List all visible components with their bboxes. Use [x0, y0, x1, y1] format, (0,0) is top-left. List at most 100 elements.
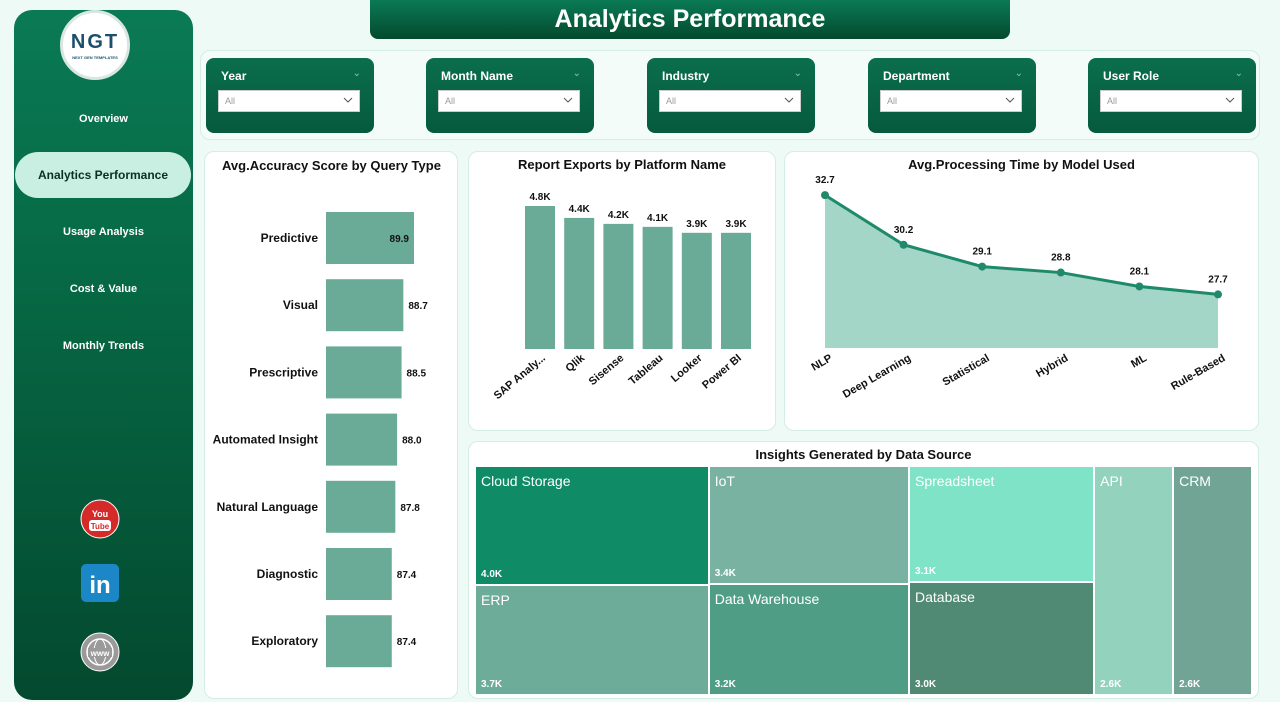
tile-label: ERP: [481, 591, 510, 608]
chevron-down-icon[interactable]: ⌄: [1234, 68, 1243, 79]
industry-dropdown[interactable]: All: [659, 90, 801, 112]
bar: [326, 279, 404, 332]
chevron-down-icon[interactable]: ⌄: [572, 68, 581, 79]
treemap-tile[interactable]: IoT 3.4K: [708, 466, 910, 584]
chevron-down-icon[interactable]: ⌄: [352, 68, 361, 79]
slicer-user-role[interactable]: User Role ⌄ All: [1088, 58, 1256, 133]
category-label: Sisense: [587, 352, 627, 388]
logo-text: NGT: [70, 30, 120, 53]
tile-label: Cloud Storage: [481, 473, 571, 489]
data-label: 88.7: [408, 301, 428, 312]
caret-down-icon: [563, 97, 573, 103]
treemap-tile[interactable]: Database 3.0K: [909, 582, 1095, 695]
tile-label: Database: [915, 589, 975, 606]
caret-down-icon: [1005, 97, 1015, 103]
data-label: 4.8K: [529, 192, 551, 203]
department-dropdown[interactable]: All: [880, 90, 1022, 112]
category-label: SAP Analy...: [492, 352, 548, 402]
tile-label: Spreadsheet: [915, 473, 995, 489]
category-label: Rule-Based: [1169, 352, 1227, 393]
bar: [326, 346, 402, 399]
nav-overview[interactable]: Overview: [79, 113, 128, 125]
data-label: 3.9K: [686, 219, 708, 230]
year-dropdown[interactable]: All: [218, 90, 360, 112]
data-label: 28.1: [1130, 266, 1150, 277]
data-label: 30.2: [894, 225, 914, 236]
treemap-tile[interactable]: API 2.6K: [1094, 466, 1174, 695]
slicer-department[interactable]: Department ⌄ All: [868, 58, 1036, 133]
category-label: NLP: [809, 352, 834, 373]
chart-title: Avg.Accuracy Score by Query Type: [222, 158, 441, 173]
processing-chart-panel: Avg.Processing Time by Model Used 32.7 NL…: [784, 151, 1259, 431]
tile-label: IoT: [714, 473, 735, 489]
nav-usage-analysis[interactable]: Usage Analysis: [63, 226, 144, 238]
treemap-tile[interactable]: ERP 3.7K: [475, 584, 709, 695]
category-label: Visual: [283, 298, 318, 312]
data-point: [899, 240, 908, 249]
logo-subtext: NEXT GEN TEMPLATES: [72, 54, 118, 60]
nav-cost-value[interactable]: Cost & Value: [69, 283, 138, 295]
category-label: Power BI: [700, 352, 744, 391]
chevron-down-icon[interactable]: ⌄: [793, 68, 802, 79]
area-fill: [825, 195, 1218, 348]
accuracy-chart-panel: Avg.Accuracy Score by Query Type Predict…: [204, 151, 458, 699]
slicer-industry[interactable]: Industry ⌄ All: [647, 58, 815, 133]
treemap-tile[interactable]: Cloud Storage 4.0K: [475, 466, 709, 585]
month-dropdown[interactable]: All: [438, 90, 580, 112]
category-label: Tableau: [627, 352, 666, 387]
data-label: 32.7: [815, 175, 835, 186]
bar: [326, 212, 414, 264]
insights-treemap-panel: Insights Generated by Data Source Cloud …: [468, 441, 1259, 699]
caret-down-icon: [343, 97, 353, 103]
treemap-tile[interactable]: Data Warehouse 3.2K: [708, 583, 910, 695]
chevron-down-icon[interactable]: ⌄: [1014, 68, 1023, 79]
data-label: 4.4K: [569, 204, 591, 215]
youtube-text-bottom: Tube: [91, 522, 110, 531]
slicer-value: All: [445, 96, 456, 106]
category-label: Deep Learning: [841, 352, 913, 401]
ngt-logo: NGT NEXT GEN TEMPLATES: [60, 10, 130, 80]
linkedin-icon[interactable]: in: [80, 563, 120, 603]
globe-icon[interactable]: www: [80, 632, 120, 672]
user-role-dropdown[interactable]: All: [1100, 90, 1242, 112]
bar: [721, 232, 751, 349]
bar: [564, 217, 595, 349]
treemap-tile[interactable]: CRM 2.6K: [1173, 466, 1252, 695]
globe-text: www: [90, 649, 110, 658]
tile-label: CRM: [1179, 473, 1211, 489]
slicer-label: Year: [221, 69, 247, 83]
slicer-value: All: [887, 96, 898, 106]
bar: [681, 232, 712, 349]
bar: [326, 480, 396, 533]
slicer-value: All: [225, 96, 236, 106]
youtube-text-top: You: [92, 509, 108, 519]
filter-panel: Year ⌄ All Month Name ⌄ All Industry ⌄ A…: [200, 50, 1260, 140]
category-label: Automated Insight: [213, 433, 318, 447]
processing-area-chart: 32.7 NLP 30.2 Deep Learning 29.1 Statistical 2…: [809, 175, 1228, 401]
category-label: Prescriptive: [249, 365, 318, 379]
slicer-label: Month Name: [441, 69, 513, 83]
tile-value: 3.0K: [915, 678, 937, 690]
page-title: Analytics Performance: [370, 0, 1010, 39]
caret-down-icon: [784, 97, 794, 103]
linkedin-text: in: [89, 572, 110, 599]
slicer-year[interactable]: Year ⌄ All: [206, 58, 374, 133]
data-point: [1135, 282, 1144, 291]
nav-monthly-trends[interactable]: Monthly Trends: [62, 340, 145, 352]
data-point: [978, 262, 987, 271]
nav-analytics-performance[interactable]: Analytics Performance: [15, 152, 191, 198]
slicer-label: User Role: [1103, 69, 1160, 83]
category-label: Natural Language: [217, 500, 319, 514]
youtube-icon[interactable]: You Tube: [80, 499, 120, 539]
tile-label: Data Warehouse: [714, 590, 820, 607]
category-label: Predictive: [261, 231, 319, 245]
category-label: ML: [1129, 352, 1149, 370]
data-point: [1214, 290, 1222, 299]
slicer-label: Industry: [662, 69, 710, 83]
slicer-month-name[interactable]: Month Name ⌄ All: [426, 58, 594, 133]
tile-value: 3.2K: [714, 678, 736, 690]
treemap-tile[interactable]: Spreadsheet 3.1K: [909, 466, 1095, 583]
tile-label: API: [1100, 473, 1123, 489]
data-label: 87.4: [397, 637, 417, 648]
data-label: 88.5: [407, 368, 427, 379]
